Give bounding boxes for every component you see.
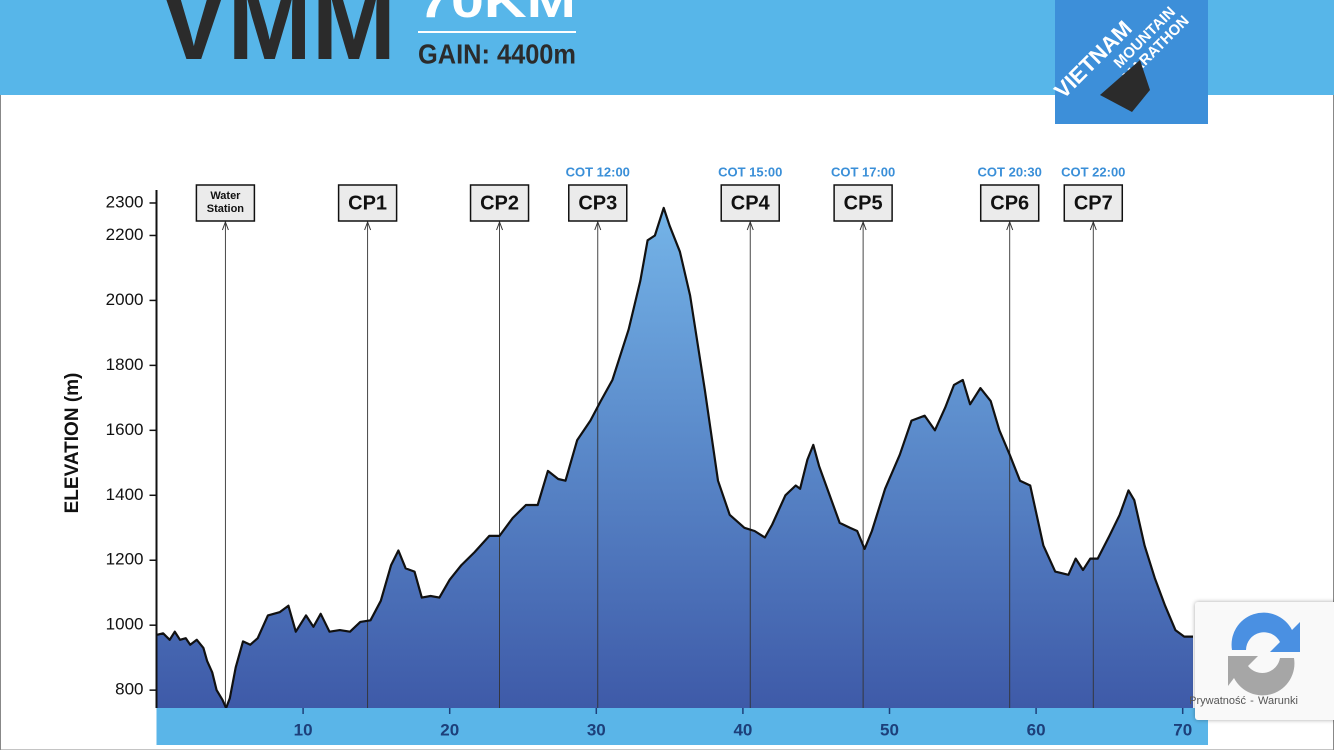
- gain: GAIN: 4400m: [418, 38, 576, 69]
- checkpoint-box: [195, 184, 256, 222]
- y-axis-title: ELEVATION (m): [62, 373, 83, 514]
- checkpoint-box: [568, 184, 628, 222]
- checkpoint-arrow: [496, 220, 504, 231]
- checkpoint-box: [833, 184, 893, 222]
- y-tick-label: 1000: [106, 615, 144, 634]
- checkpoint-box: [720, 184, 780, 222]
- y-tick-label: 1200: [106, 550, 144, 569]
- y-tick-label: 2000: [106, 290, 144, 309]
- distance: 70KM: [418, 0, 576, 27]
- checkpoint-box: [469, 184, 530, 222]
- x-tick-label: 10: [294, 720, 313, 739]
- cutoff-time: COT 22:00: [1061, 164, 1125, 179]
- terms-link[interactable]: Warunki: [1258, 695, 1298, 707]
- x-tick-label: 40: [733, 720, 752, 739]
- x-axis-band: [156, 708, 1208, 745]
- checkpoint-label: CP7: [1074, 192, 1113, 214]
- checkpoint-label: CP1: [348, 192, 387, 214]
- checkpoint-box: [337, 184, 398, 222]
- checkpoint-box: [979, 184, 1040, 222]
- logo-runner: [1100, 60, 1150, 112]
- checkpoint-box: [1063, 184, 1124, 222]
- cutoff-time: COT 15:00: [718, 164, 782, 179]
- separator: -: [1250, 695, 1254, 707]
- checkpoint-label: CP6: [990, 192, 1029, 214]
- checkpoint-arrow: [746, 220, 754, 231]
- y-tick-label: 1600: [106, 420, 144, 439]
- checkpoint-arrow: [594, 220, 602, 231]
- cutoff-time: COT 20:30: [978, 164, 1042, 179]
- plot: Water Station CP1 CP2 CP3 COT 12:00 CP4 COT 15…: [106, 164, 1208, 745]
- checkpoint-arrow: [364, 220, 372, 231]
- recaptcha: Prywatność - Warunki: [1189, 602, 1334, 720]
- x-tick-label: 30: [587, 720, 606, 739]
- elevation-area: [156, 207, 1193, 708]
- checkpoint-label: CP4: [731, 192, 771, 214]
- x-tick-label: 70: [1173, 720, 1192, 739]
- y-tick-label: 1800: [106, 355, 144, 374]
- title: VMM: [160, 0, 396, 83]
- x-tick-label: 20: [440, 720, 459, 739]
- checkpoint-label: Water Station: [206, 190, 245, 215]
- checkpoint-arrow: [1006, 220, 1014, 231]
- cutoff-time: COT 17:00: [831, 164, 895, 179]
- checkpoint-arrow: [859, 220, 867, 231]
- checkpoint-label: CP3: [578, 192, 617, 214]
- x-tick-label: 50: [880, 720, 899, 739]
- cutoff-time: COT 12:00: [566, 164, 630, 179]
- checkpoint-arrow: [221, 220, 229, 231]
- y-tick-label: 1400: [106, 485, 144, 504]
- elevation-line: [156, 206, 1193, 710]
- checkpoint-arrow: [1089, 220, 1097, 231]
- x-tick-label: 60: [1027, 720, 1046, 739]
- privacy-link[interactable]: Prywatność: [1189, 695, 1246, 707]
- checkpoint-label: CP2: [480, 192, 519, 214]
- y-tick-label: 2200: [106, 225, 144, 244]
- recaptcha-icon: [1231, 612, 1300, 652]
- y-tick-label: 2300: [106, 192, 144, 211]
- checkpoint-label-box: Water Station: [206, 190, 245, 215]
- checkpoint-label: CP5: [844, 192, 883, 214]
- y-tick-label: 800: [115, 680, 143, 699]
- recaptcha-icon: [1228, 656, 1295, 696]
